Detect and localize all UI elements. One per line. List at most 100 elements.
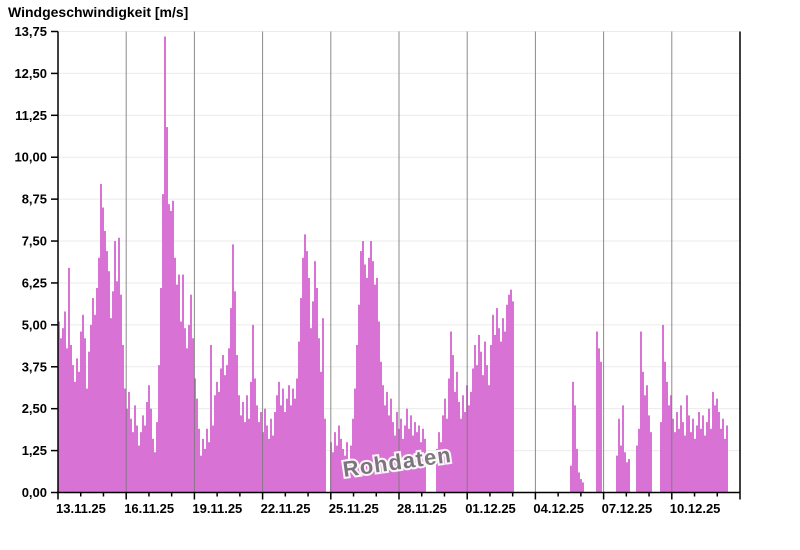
y-tick-label: 6,25 (22, 275, 47, 290)
wind-bar (456, 371, 458, 493)
wind-bar (240, 415, 242, 493)
wind-bar (144, 425, 146, 493)
wind-bar (308, 277, 310, 493)
wind-bar (464, 412, 466, 493)
y-tick-label: 0,00 (22, 485, 47, 500)
wind-bar (90, 324, 92, 493)
wind-bar (412, 435, 414, 493)
wind-bar (338, 425, 340, 493)
wind-bar (62, 328, 64, 493)
wind-bar (212, 425, 214, 493)
wind-bar (332, 452, 334, 493)
wind-bar (668, 405, 670, 493)
x-tick-label: 13.11.25 (56, 501, 106, 516)
wind-bar (420, 442, 422, 493)
wind-bar (80, 331, 82, 493)
wind-bar (110, 318, 112, 493)
wind-bar (236, 355, 238, 493)
wind-bar (300, 298, 302, 493)
wind-bar (150, 408, 152, 493)
wind-bar (160, 287, 162, 493)
y-tick-label: 10,00 (14, 150, 47, 165)
wind-bar (180, 321, 182, 493)
wind-bar (582, 482, 584, 493)
wind-bar (458, 401, 460, 493)
wind-bar (368, 257, 370, 493)
wind-bar (696, 425, 698, 493)
wind-bar (202, 438, 204, 493)
wind-bar (358, 304, 360, 493)
wind-bar (628, 458, 630, 493)
wind-bar (622, 405, 624, 493)
wind-bar (486, 365, 488, 493)
wind-bar (290, 405, 292, 493)
wind-bar (446, 418, 448, 493)
wind-bar (444, 398, 446, 493)
wind-bar (122, 344, 124, 493)
wind-bar (178, 274, 180, 493)
wind-bar (118, 237, 120, 493)
y-tick-label: 2,50 (22, 401, 47, 416)
wind-bar (282, 388, 284, 493)
wind-bar (404, 425, 406, 493)
wind-bar (314, 261, 316, 493)
wind-bar (164, 36, 166, 493)
wind-bar (482, 375, 484, 493)
wind-bar (396, 412, 398, 493)
wind-bar (76, 358, 78, 493)
wind-bar (666, 381, 668, 493)
wind-speed-bars (58, 36, 728, 493)
wind-bar (302, 257, 304, 493)
wind-bar (344, 455, 346, 493)
wind-bar (130, 418, 132, 493)
wind-bar (232, 244, 234, 493)
wind-bar (686, 395, 688, 493)
wind-bar (210, 344, 212, 493)
wind-bar (676, 412, 678, 493)
wind-bar (572, 381, 574, 493)
wind-bar (600, 361, 602, 493)
wind-bar (296, 378, 298, 493)
wind-bar (712, 391, 714, 493)
wind-bar (704, 435, 706, 493)
wind-bar (78, 371, 80, 493)
wind-bar (184, 328, 186, 493)
wind-bar (294, 398, 296, 493)
x-tick-label: 04.12.25 (533, 501, 584, 516)
wind-bar (166, 127, 168, 493)
wind-bar (264, 408, 266, 493)
wind-bar (378, 321, 380, 493)
wind-bar (394, 435, 396, 493)
wind-bar (372, 261, 374, 493)
wind-bar (724, 438, 726, 493)
wind-bar (216, 381, 218, 493)
wind-bar (422, 428, 424, 493)
wind-bar (400, 418, 402, 493)
wind-bar (386, 391, 388, 493)
wind-bar (708, 408, 710, 493)
wind-bar (380, 361, 382, 493)
wind-bar (306, 251, 308, 493)
wind-bar (580, 479, 582, 493)
wind-bar (268, 438, 270, 493)
wind-bar (340, 438, 342, 493)
wind-bar (720, 428, 722, 493)
wind-bar (244, 422, 246, 493)
wind-bar (136, 425, 138, 493)
wind-bar (256, 405, 258, 493)
wind-bar (242, 401, 244, 493)
wind-bar (120, 294, 122, 493)
wind-bar (198, 428, 200, 493)
wind-bar (494, 334, 496, 493)
wind-bar (498, 328, 500, 493)
wind-bar (364, 264, 366, 493)
wind-bar (94, 314, 96, 493)
wind-bar (108, 271, 110, 493)
wind-bar (694, 438, 696, 493)
chart-title: Windgeschwindigkeit [m/s] (8, 4, 189, 20)
wind-bar (408, 428, 410, 493)
wind-bar (436, 448, 438, 493)
wind-bar (234, 291, 236, 493)
wind-bar (366, 277, 368, 493)
